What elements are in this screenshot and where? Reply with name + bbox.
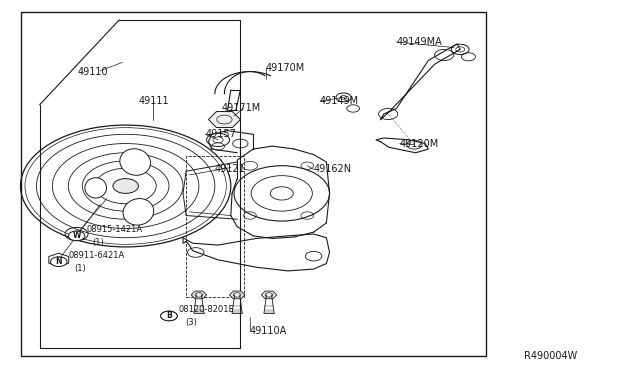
Circle shape <box>68 231 85 241</box>
Text: (1): (1) <box>93 238 104 247</box>
Text: 49149MA: 49149MA <box>396 37 442 47</box>
Circle shape <box>161 311 177 321</box>
Text: 49162N: 49162N <box>314 164 352 174</box>
Text: 49110A: 49110A <box>250 326 287 336</box>
Ellipse shape <box>85 178 106 198</box>
Text: 49149M: 49149M <box>320 96 359 106</box>
Text: N: N <box>56 257 62 266</box>
Text: (3): (3) <box>185 318 196 327</box>
Circle shape <box>51 257 67 266</box>
Polygon shape <box>209 112 241 128</box>
Text: 08911-6421A: 08911-6421A <box>68 251 125 260</box>
Text: W: W <box>72 231 81 240</box>
Polygon shape <box>191 291 207 299</box>
Text: 08120-8201E: 08120-8201E <box>179 305 234 314</box>
Ellipse shape <box>120 149 150 175</box>
Bar <box>20 13 486 356</box>
Text: 49121: 49121 <box>215 164 246 174</box>
Circle shape <box>161 311 177 321</box>
Text: 49171M: 49171M <box>221 103 260 113</box>
Ellipse shape <box>123 199 154 225</box>
Polygon shape <box>261 291 276 299</box>
Text: 49157: 49157 <box>205 129 236 139</box>
Text: (1): (1) <box>75 264 86 273</box>
Text: 49120M: 49120M <box>399 138 439 148</box>
Text: 08915-1421A: 08915-1421A <box>86 225 142 234</box>
Text: R490004W: R490004W <box>524 351 577 361</box>
Circle shape <box>113 179 138 193</box>
Text: 49111: 49111 <box>138 96 169 106</box>
Text: B: B <box>166 311 172 320</box>
Polygon shape <box>230 291 245 299</box>
Text: 49110: 49110 <box>78 67 109 77</box>
Polygon shape <box>49 253 68 266</box>
Text: 49170M: 49170M <box>266 63 305 73</box>
